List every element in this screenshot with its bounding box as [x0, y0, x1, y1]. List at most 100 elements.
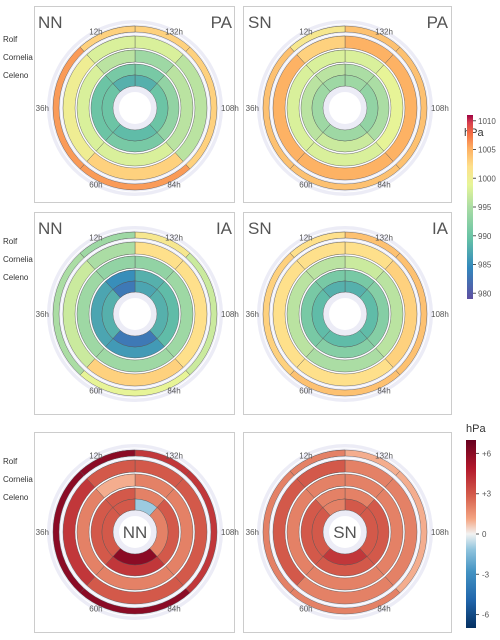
panel-hole	[119, 92, 151, 124]
ring-segment	[79, 231, 136, 258]
ring-segment	[112, 280, 136, 298]
lead-time-label: 60h	[89, 605, 102, 614]
grid-circle	[75, 48, 195, 168]
lead-time-label: 132h	[165, 451, 183, 460]
row-label-rolf: Rolf	[3, 237, 18, 246]
row-label-cornelia: Cornelia	[3, 53, 33, 62]
lead-time-label: 108h	[431, 310, 449, 319]
panel-hole	[329, 298, 361, 330]
panel-hole	[329, 92, 361, 124]
lead-time-label: 12h	[89, 451, 102, 460]
lead-time-label: 36h	[246, 104, 259, 113]
radial-panel: 12h 132h 108h 84h 60h 36h SN	[246, 444, 449, 620]
grid-circle	[285, 254, 405, 374]
ring-segment	[289, 231, 346, 258]
lead-time-label: 84h	[377, 387, 390, 396]
colorbar-diff-tick-label: -6	[482, 611, 490, 620]
ring-segment	[322, 498, 346, 516]
grid-circle	[75, 472, 195, 592]
lead-time-label: 132h	[375, 27, 393, 36]
lead-time-label: 132h	[165, 233, 183, 242]
lead-time-label: 12h	[299, 233, 312, 242]
row-labels-top: Rolf Cornelia Celeno	[3, 35, 33, 80]
ring-segment	[95, 255, 136, 281]
grid-circle	[260, 229, 430, 399]
radial-panel: 12h 132h 108h 84h 60h 36h NN IA	[36, 219, 239, 402]
lead-time-label: 132h	[375, 233, 393, 242]
ring-segment	[322, 280, 346, 298]
lead-time-label: 84h	[377, 605, 390, 614]
grid-circle	[299, 62, 391, 154]
grid-circle	[270, 33, 420, 183]
ring-segment	[86, 241, 136, 270]
grid-circle	[50, 447, 220, 617]
ring-segment	[95, 49, 136, 75]
colorbar-abs-tick-label: 1005	[478, 146, 496, 155]
panel-center-label: SN	[333, 523, 357, 542]
ring-segment	[86, 459, 136, 488]
ring-segment	[112, 498, 136, 516]
panel-corner-label-left: SN	[248, 219, 272, 238]
lead-time-label: 108h	[221, 310, 239, 319]
colorbar-diff-tick-label: -3	[482, 570, 490, 579]
grid-circle	[299, 268, 391, 360]
panel-hole	[119, 298, 151, 330]
lead-time-label: 108h	[221, 528, 239, 537]
panel-corner-label-left: NN	[38, 13, 63, 32]
grid-circle	[89, 268, 181, 360]
panel-corner-label-left: SN	[248, 13, 272, 32]
grid-circle	[260, 23, 430, 193]
lead-time-label: 84h	[167, 181, 180, 190]
lead-time-label: 60h	[299, 181, 312, 190]
panel-corner-label-right: IA	[432, 219, 449, 238]
lead-time-label: 108h	[431, 528, 449, 537]
grid-circle	[285, 472, 405, 592]
panel-corner-label-left: NN	[38, 219, 63, 238]
lead-time-label: 12h	[89, 233, 102, 242]
lead-time-label: 12h	[299, 27, 312, 36]
ring-segment	[79, 25, 136, 52]
ring-segment	[305, 473, 346, 499]
row-label-celeno: Celeno	[3, 493, 29, 502]
lead-time-label: 12h	[299, 451, 312, 460]
ring-segment	[296, 241, 346, 270]
colorbar-abs-tick-label: 985	[478, 261, 492, 270]
panel-center-label: NN	[123, 523, 148, 542]
lead-time-label: 132h	[165, 27, 183, 36]
ring-segment	[95, 473, 136, 499]
lead-time-label: 84h	[377, 181, 390, 190]
ring-segment	[322, 74, 346, 92]
lead-time-label: 36h	[246, 310, 259, 319]
lead-time-label: 60h	[299, 605, 312, 614]
ring-segment	[289, 25, 346, 52]
colorbar-diff-tick-label: +3	[482, 490, 492, 499]
ring-segment	[112, 74, 136, 92]
colorbar-diff-tick-label: +6	[482, 449, 492, 458]
radial-panel: 12h 132h 108h 84h 60h 36h NN PA	[36, 13, 239, 196]
row-label-rolf: Rolf	[3, 35, 18, 44]
ring-segment	[305, 49, 346, 75]
lead-time-label: 60h	[299, 387, 312, 396]
panel-hole	[329, 516, 361, 548]
lead-time-label: 36h	[246, 528, 259, 537]
colorbar-abs-tick-label: 1000	[478, 174, 496, 183]
row-labels-bottom: Rolf Cornelia Celeno	[3, 457, 33, 502]
row-label-rolf: Rolf	[3, 457, 18, 466]
grid-circle	[50, 23, 220, 193]
grid-circle	[89, 62, 181, 154]
ring-segment	[296, 35, 346, 64]
colorbar-abs-bar	[467, 115, 473, 299]
colorbar-abs-tick-label: 1010	[478, 117, 496, 126]
grid-circle	[60, 239, 210, 389]
lead-time-label: 108h	[221, 104, 239, 113]
lead-time-label: 36h	[36, 528, 49, 537]
row-label-cornelia: Cornelia	[3, 255, 33, 264]
lead-time-label: 36h	[36, 310, 49, 319]
colorbar-difference: hPa +6 +3 0 -3 -6	[466, 423, 492, 628]
panel-corner-label-right: PA	[427, 13, 449, 32]
grid-circle	[260, 447, 430, 617]
ring-segment	[289, 449, 346, 476]
grid-circle	[270, 239, 420, 389]
